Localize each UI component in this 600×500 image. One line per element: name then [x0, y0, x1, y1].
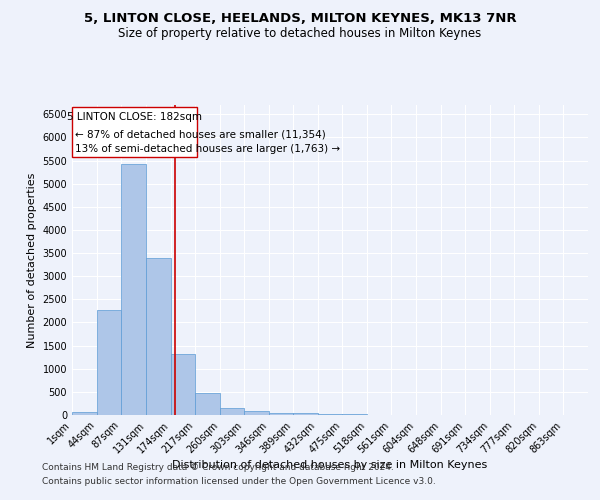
Text: Contains public sector information licensed under the Open Government Licence v3: Contains public sector information licen… — [42, 477, 436, 486]
Bar — [97, 310, 121, 415]
Bar — [342, 414, 367, 415]
X-axis label: Distribution of detached houses by size in Milton Keynes: Distribution of detached houses by size … — [172, 460, 488, 470]
FancyBboxPatch shape — [72, 108, 197, 157]
Bar — [195, 393, 220, 415]
Bar — [269, 412, 293, 415]
Y-axis label: Number of detached properties: Number of detached properties — [27, 172, 37, 348]
Text: Contains HM Land Registry data © Crown copyright and database right 2024.: Contains HM Land Registry data © Crown c… — [42, 464, 394, 472]
Bar — [146, 258, 170, 415]
Text: Size of property relative to detached houses in Milton Keynes: Size of property relative to detached ho… — [118, 28, 482, 40]
Text: ← 87% of detached houses are smaller (11,354): ← 87% of detached houses are smaller (11… — [75, 130, 326, 140]
Bar — [170, 354, 195, 415]
Bar — [121, 164, 146, 415]
Bar — [293, 414, 318, 415]
Text: 13% of semi-detached houses are larger (1,763) →: 13% of semi-detached houses are larger (… — [75, 144, 340, 154]
Bar — [72, 412, 97, 415]
Text: 5, LINTON CLOSE, HEELANDS, MILTON KEYNES, MK13 7NR: 5, LINTON CLOSE, HEELANDS, MILTON KEYNES… — [83, 12, 517, 26]
Text: 5 LINTON CLOSE: 182sqm: 5 LINTON CLOSE: 182sqm — [67, 112, 202, 122]
Bar — [244, 411, 269, 415]
Bar — [220, 408, 244, 415]
Bar — [318, 414, 342, 415]
